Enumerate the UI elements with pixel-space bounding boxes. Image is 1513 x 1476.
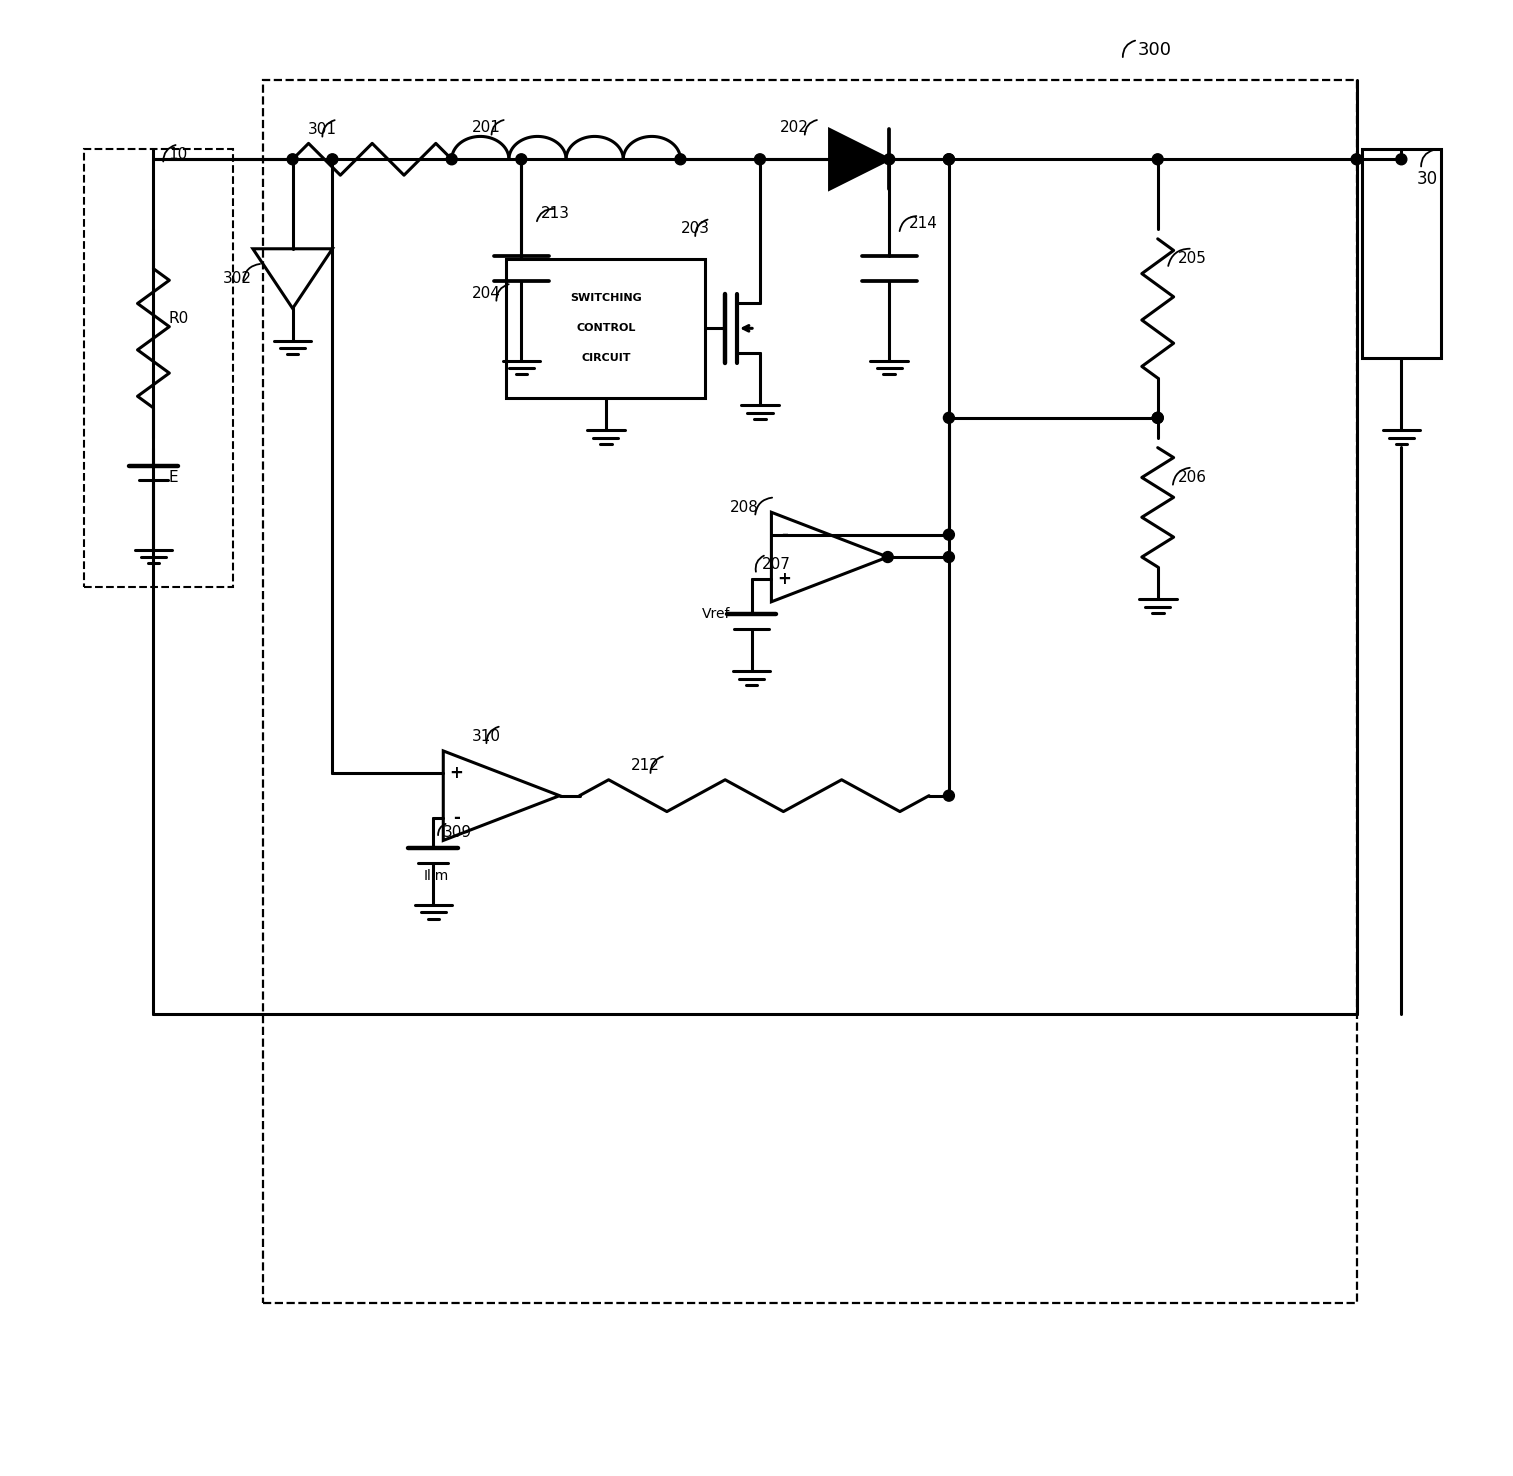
- Circle shape: [675, 154, 685, 165]
- Circle shape: [884, 154, 894, 165]
- Text: 201: 201: [472, 120, 501, 134]
- Text: 10: 10: [168, 146, 188, 162]
- Polygon shape: [829, 130, 890, 189]
- Bar: [1362, 149, 1440, 359]
- Text: 309: 309: [443, 825, 472, 840]
- Text: 214: 214: [909, 217, 938, 232]
- Text: 30: 30: [1416, 170, 1437, 187]
- Text: 203: 203: [681, 221, 710, 236]
- Text: 301: 301: [307, 123, 336, 137]
- Text: +: +: [778, 570, 791, 589]
- Text: E: E: [168, 469, 179, 486]
- Circle shape: [944, 552, 955, 562]
- Text: 302: 302: [222, 272, 253, 286]
- Text: CONTROL: CONTROL: [576, 323, 635, 334]
- Text: 213: 213: [542, 207, 570, 221]
- Circle shape: [944, 154, 955, 165]
- Text: 207: 207: [761, 556, 790, 573]
- Text: R0: R0: [168, 311, 189, 326]
- Circle shape: [944, 790, 955, 801]
- Circle shape: [327, 154, 337, 165]
- Text: CIRCUIT: CIRCUIT: [581, 353, 631, 363]
- Text: 310: 310: [472, 729, 501, 744]
- Circle shape: [446, 154, 457, 165]
- Circle shape: [755, 154, 766, 165]
- Text: Ilim: Ilim: [424, 869, 449, 883]
- Circle shape: [1153, 154, 1163, 165]
- Bar: [507, 258, 705, 399]
- Circle shape: [882, 552, 893, 562]
- Circle shape: [1153, 412, 1163, 424]
- Text: 204: 204: [472, 286, 501, 301]
- Text: 206: 206: [1177, 469, 1206, 486]
- Circle shape: [944, 154, 955, 165]
- Circle shape: [944, 530, 955, 540]
- Text: Vref: Vref: [702, 607, 731, 621]
- Text: 300: 300: [1138, 41, 1173, 59]
- Text: 205: 205: [1177, 251, 1206, 266]
- Text: 208: 208: [731, 500, 760, 515]
- Text: SWITCHING: SWITCHING: [570, 294, 642, 304]
- Circle shape: [1396, 154, 1407, 165]
- Text: 212: 212: [631, 759, 660, 773]
- Text: -: -: [452, 809, 460, 827]
- Circle shape: [1153, 412, 1163, 424]
- Circle shape: [516, 154, 527, 165]
- Circle shape: [944, 412, 955, 424]
- Text: 202: 202: [779, 120, 809, 134]
- Circle shape: [287, 154, 298, 165]
- Text: -: -: [781, 525, 788, 543]
- Text: +: +: [449, 765, 463, 782]
- Circle shape: [1351, 154, 1362, 165]
